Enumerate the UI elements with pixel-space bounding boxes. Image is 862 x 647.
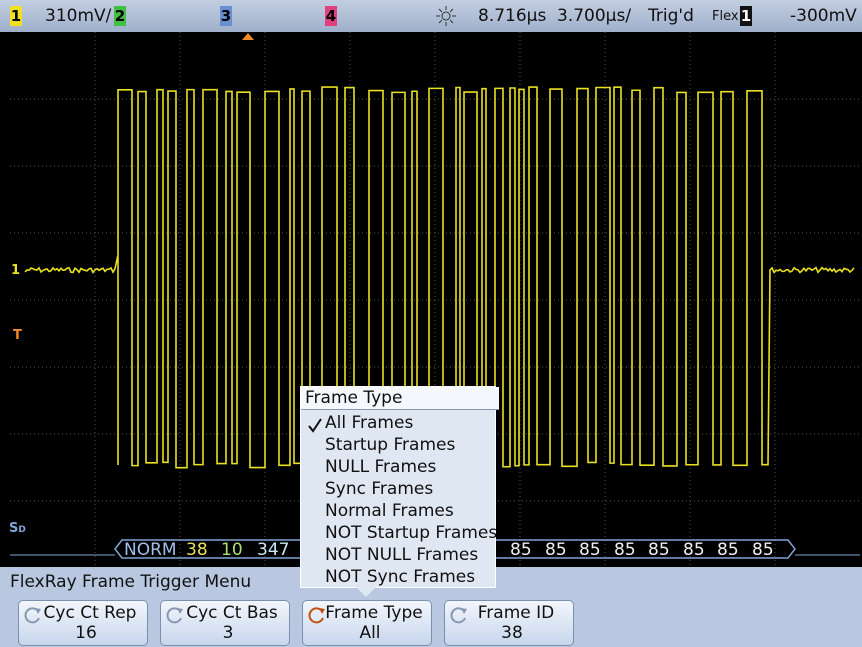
popup-item[interactable]: NOT Sync Frames [325, 567, 476, 587]
knob-icon [308, 607, 325, 624]
ch1-badge: 1 [10, 6, 22, 26]
softkey-value: 38 [501, 623, 523, 643]
softkey[interactable]: Cyc Ct Bas 3 [160, 600, 290, 646]
popup-item[interactable]: NULL Frames [325, 457, 437, 477]
grid [10, 32, 860, 567]
knob-icon [166, 607, 183, 624]
knob-icon [24, 607, 41, 624]
decode-field: 85 [545, 540, 567, 560]
status-bar: 1 310mV/ 2 3 4 8.716µs 3.700µs/ Trig'd F… [0, 0, 862, 32]
popup-item[interactable]: Normal Frames [325, 501, 454, 521]
softkey-value: All [359, 623, 381, 643]
menu-title: FlexRay Frame Trigger Menu [10, 572, 252, 592]
time-scale: 3.700µs/ [557, 6, 632, 26]
run-icon [436, 6, 456, 26]
frame-type-popup: Frame Type All Frames Startup Frames NULL … [300, 386, 499, 588]
softkey[interactable]: Cyc Ct Rep 16 [18, 600, 148, 646]
decode-field: 85 [648, 540, 670, 560]
trigger-marker: T [13, 328, 22, 343]
decode-field: 85 [510, 540, 532, 560]
check-mark [308, 418, 322, 433]
time-delay: 8.716µs [478, 6, 547, 26]
serial-marker-main: S [9, 521, 19, 536]
trigger-level: -300mV [790, 6, 857, 26]
popup-item[interactable]: Sync Frames [325, 479, 434, 499]
softkey[interactable]: Frame Type All [302, 600, 432, 646]
trigger-source: 1 [740, 6, 752, 26]
softkey-value: 3 [222, 623, 234, 643]
popup-item[interactable]: NOT NULL Frames [325, 545, 479, 565]
decode-field: 85 [614, 540, 636, 560]
softkey-label: Cyc Ct Bas [186, 603, 278, 623]
softkey-label: Frame Type [325, 603, 423, 623]
ch1-marker: 1 [11, 263, 21, 278]
popup-item[interactable]: All Frames [325, 413, 414, 433]
ch3-badge: 3 [220, 6, 232, 26]
decode-field: 85 [683, 540, 705, 560]
decode-field: NORM [124, 540, 177, 560]
trigger-position-marker [242, 33, 254, 40]
ch4-badge: 4 [325, 6, 337, 26]
popup-pointer [355, 586, 377, 597]
ch1-scale: 310mV/ [45, 6, 112, 26]
decode-field: 347 [257, 540, 290, 560]
softkey-label: Cyc Ct Rep [43, 603, 137, 623]
ch2-badge: 2 [114, 6, 126, 26]
popup-item[interactable]: Startup Frames [325, 435, 456, 455]
decode-field: 85 [579, 540, 601, 560]
trigger-mode: Flex [712, 9, 739, 24]
serial-marker: SD [9, 521, 26, 536]
softkey-value: 16 [75, 623, 97, 643]
decode-field: 85 [717, 540, 739, 560]
decode-field: 10 [221, 540, 243, 560]
knob-icon [450, 607, 467, 624]
decode-frame [114, 539, 796, 559]
serial-marker-sub: D [18, 525, 26, 535]
waveform [24, 86, 855, 469]
popup-title: Frame Type [301, 387, 499, 410]
softkey[interactable]: Frame ID 38 [444, 600, 574, 646]
softkey-label: Frame ID [477, 603, 555, 623]
decode-field: 85 [752, 540, 774, 560]
trigger-status: Trig'd [648, 6, 694, 26]
decode-field: 38 [186, 540, 208, 560]
popup-item[interactable]: NOT Startup Frames [325, 523, 498, 543]
